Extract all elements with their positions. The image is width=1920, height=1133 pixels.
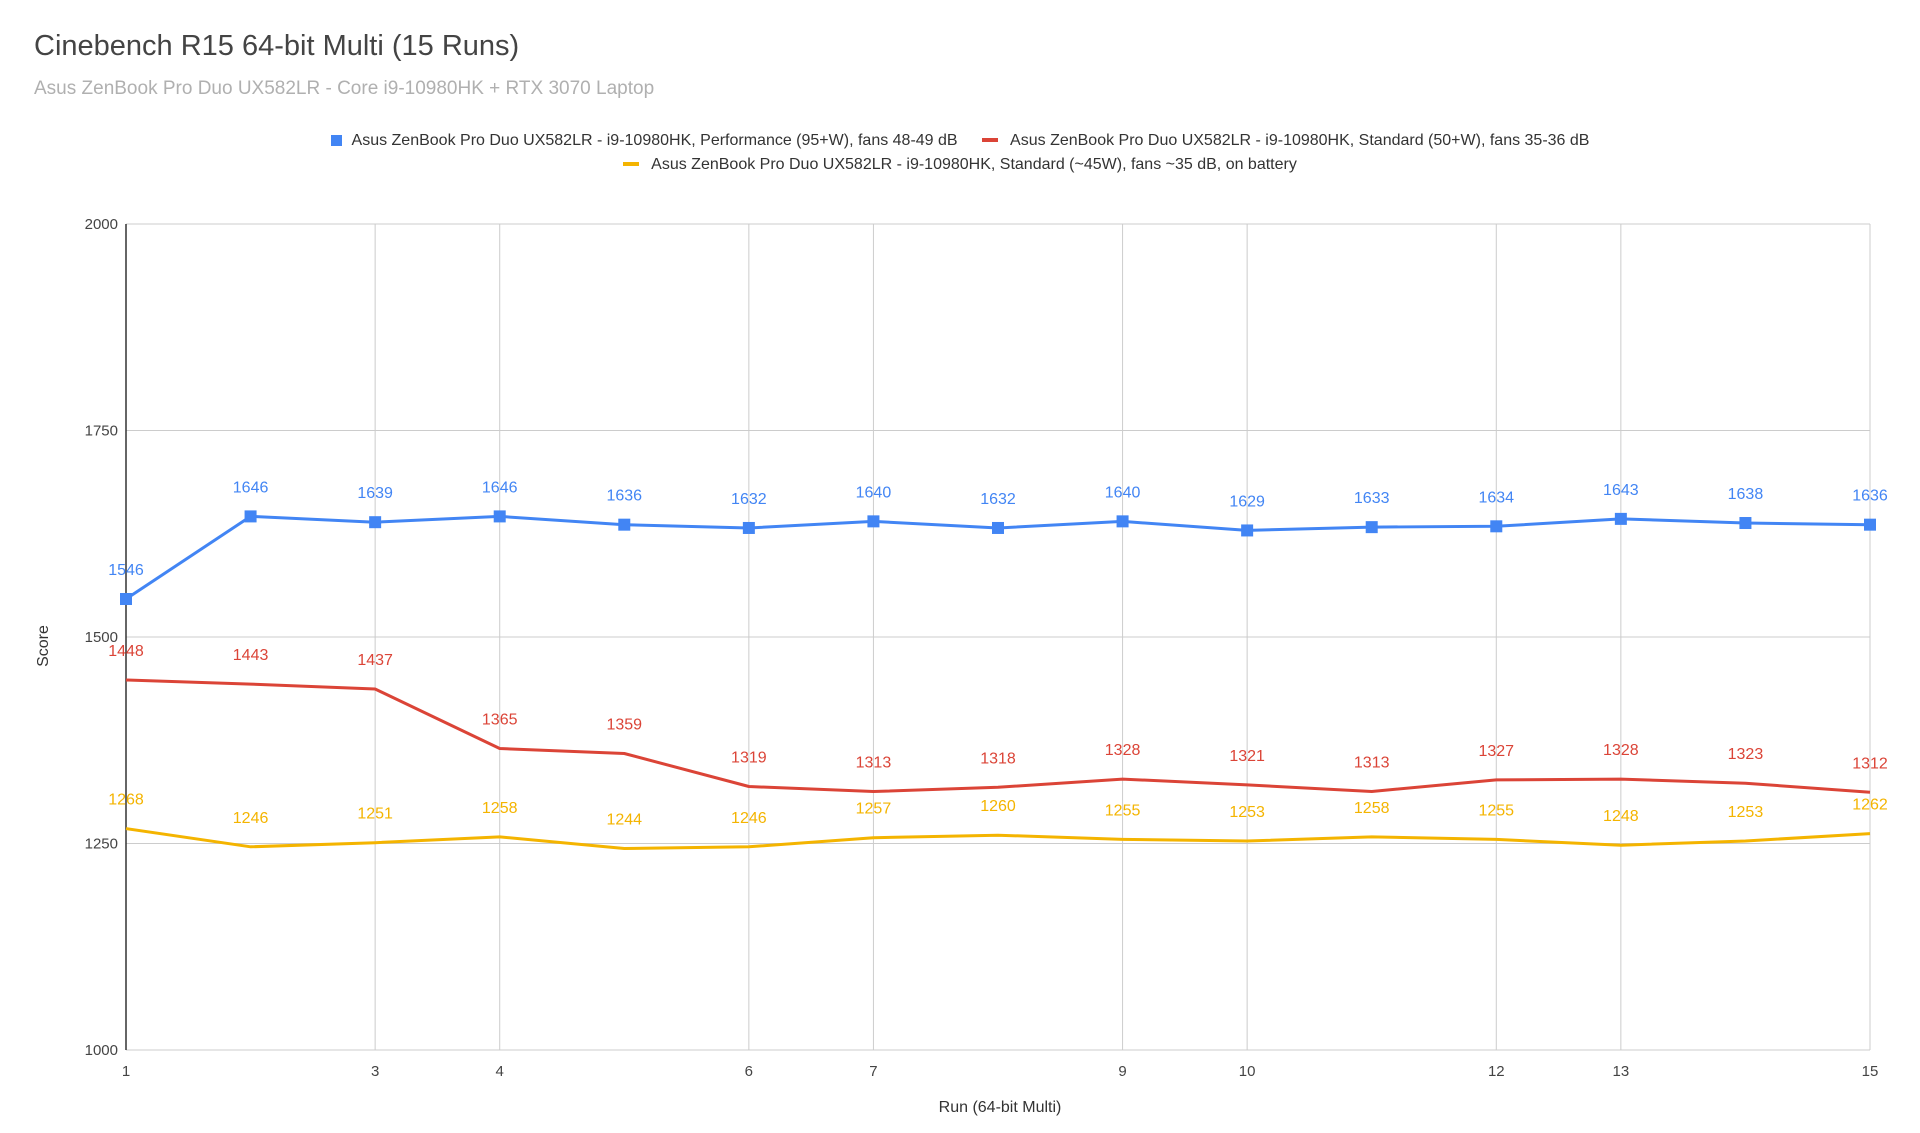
data-label: 1636 xyxy=(1852,488,1888,505)
y-tick-label: 1250 xyxy=(85,836,118,853)
data-point-marker xyxy=(1864,518,1876,531)
data-label: 1328 xyxy=(1105,742,1141,759)
data-point-marker xyxy=(369,516,382,529)
data-labels: 1546 1646 1639 1646 1636 1632 1640 1632 1640 1629… xyxy=(108,479,1888,828)
legend-row: Asus ZenBook Pro Duo UX582LR - i9-10980H… xyxy=(0,132,1920,150)
legend-item-performance[interactable]: Asus ZenBook Pro Duo UX582LR - i9-10980H… xyxy=(330,132,958,150)
data-label: 1634 xyxy=(1478,489,1514,506)
x-tick-label: 10 xyxy=(1239,1063,1256,1080)
chart-title: Cinebench R15 64-bit Multi (15 Runs) xyxy=(34,30,520,62)
legend-swatch-standard xyxy=(982,138,999,142)
x-tick-label: 13 xyxy=(1613,1063,1630,1080)
legend-row: Asus ZenBook Pro Duo UX582LR - i9-10980H… xyxy=(0,156,1920,174)
data-point-marker xyxy=(867,515,880,528)
data-label: 1546 xyxy=(108,562,144,579)
data-label: 1253 xyxy=(1728,804,1764,821)
data-point-marker xyxy=(1614,512,1627,525)
data-point-marker xyxy=(244,510,257,523)
data-label: 1318 xyxy=(980,750,1016,767)
data-label: 1246 xyxy=(233,810,269,827)
x-axis-title: Run (64-bit Multi) xyxy=(939,1099,1062,1116)
data-label: 1448 xyxy=(108,643,144,660)
data-point-marker xyxy=(120,593,132,606)
data-label: 1643 xyxy=(1603,482,1639,499)
data-label: 1321 xyxy=(1229,748,1265,765)
series-group xyxy=(120,510,1876,850)
data-point-marker xyxy=(742,521,755,534)
data-label: 1636 xyxy=(606,488,642,505)
x-tick-label: 7 xyxy=(869,1063,877,1080)
data-label: 1365 xyxy=(482,712,518,729)
x-tick-label: 3 xyxy=(371,1063,379,1080)
data-label: 1632 xyxy=(731,491,767,508)
data-label: 1323 xyxy=(1728,746,1764,763)
data-label: 1255 xyxy=(1105,802,1141,819)
x-tick-label: 6 xyxy=(745,1063,753,1080)
y-tick-label: 1000 xyxy=(85,1042,118,1059)
legend-swatch-battery xyxy=(623,162,640,166)
data-label: 1437 xyxy=(357,652,393,669)
data-label: 1327 xyxy=(1478,743,1514,760)
y-tick-label: 1500 xyxy=(85,629,118,646)
data-point-marker xyxy=(1241,524,1254,537)
data-label: 1319 xyxy=(731,750,767,767)
x-tick-label: 15 xyxy=(1862,1063,1879,1080)
data-label: 1632 xyxy=(980,491,1016,508)
data-label: 1312 xyxy=(1852,755,1888,772)
x-tick-label: 9 xyxy=(1118,1063,1126,1080)
y-tick-label: 2000 xyxy=(85,216,118,233)
grid-lines xyxy=(125,223,1871,1051)
data-label: 1640 xyxy=(1105,484,1141,501)
data-label: 1646 xyxy=(233,479,269,496)
chart-subtitle: Asus ZenBook Pro Duo UX582LR - Core i9-1… xyxy=(34,78,655,99)
data-label: 1328 xyxy=(1603,742,1639,759)
legend-label-battery: Asus ZenBook Pro Duo UX582LR - i9-10980H… xyxy=(651,156,1297,173)
data-label: 1313 xyxy=(1354,754,1390,771)
x-tick-label: 4 xyxy=(496,1063,504,1080)
y-tick-label: 1750 xyxy=(85,423,118,440)
x-tick-label: 12 xyxy=(1488,1063,1505,1080)
legend-item-battery[interactable]: Asus ZenBook Pro Duo UX582LR - i9-10980H… xyxy=(623,156,1297,174)
data-label: 1639 xyxy=(357,485,393,502)
data-label: 1251 xyxy=(357,806,393,823)
data-label: 1260 xyxy=(980,798,1016,815)
data-label: 1258 xyxy=(1354,800,1390,817)
data-label: 1268 xyxy=(108,792,144,809)
data-label: 1255 xyxy=(1478,802,1514,819)
data-label: 1633 xyxy=(1354,490,1390,507)
x-tick-label: 1 xyxy=(122,1063,130,1080)
series-line-1 xyxy=(125,678,1871,794)
data-label: 1246 xyxy=(731,810,767,827)
legend-item-standard[interactable]: Asus ZenBook Pro Duo UX582LR - i9-10980H… xyxy=(982,132,1589,150)
data-label: 1359 xyxy=(606,716,642,733)
legend-label-standard: Asus ZenBook Pro Duo UX582LR - i9-10980H… xyxy=(1010,132,1590,149)
data-label: 1646 xyxy=(482,479,518,496)
legend-label-performance: Asus ZenBook Pro Duo UX582LR - i9-10980H… xyxy=(351,132,958,149)
data-label: 1640 xyxy=(856,484,892,501)
data-label: 1262 xyxy=(1852,797,1888,814)
data-label: 1629 xyxy=(1229,493,1265,510)
data-point-marker xyxy=(618,518,631,531)
data-point-marker xyxy=(493,510,506,523)
data-label: 1253 xyxy=(1229,804,1265,821)
data-label: 1313 xyxy=(856,754,892,771)
data-label: 1638 xyxy=(1728,486,1764,503)
data-label: 1257 xyxy=(856,801,892,818)
data-label: 1258 xyxy=(482,800,518,817)
data-point-marker xyxy=(1739,517,1752,530)
data-label: 1244 xyxy=(606,811,642,828)
series-line-2 xyxy=(125,827,1871,850)
y-axis-title: Score xyxy=(35,625,52,667)
data-point-marker xyxy=(1490,520,1503,533)
data-label: 1248 xyxy=(1603,808,1639,825)
data-label: 1443 xyxy=(233,647,269,664)
data-point-marker xyxy=(992,521,1004,534)
data-point-marker xyxy=(1116,515,1129,528)
legend-swatch-performance xyxy=(330,135,342,146)
data-point-marker xyxy=(1365,521,1378,534)
